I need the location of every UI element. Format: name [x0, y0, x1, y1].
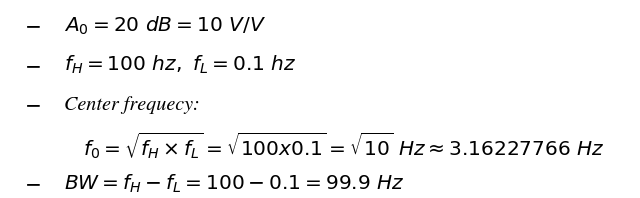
- Text: Center frequecy:: Center frequecy:: [64, 96, 200, 114]
- Text: $-$: $-$: [24, 56, 40, 75]
- Text: $-$: $-$: [24, 16, 40, 35]
- Text: $f_H = 100\ hz,\ f_L = 0.1\ hz$: $f_H = 100\ hz,\ f_L = 0.1\ hz$: [64, 54, 296, 76]
- Text: $BW = f_H - f_L = 100 - 0.1 = 99.9\ Hz$: $BW = f_H - f_L = 100 - 0.1 = 99.9\ Hz$: [64, 173, 404, 195]
- Text: $-$: $-$: [24, 95, 40, 114]
- Text: $A_0 = 20\ dB = 10\ V/V$: $A_0 = 20\ dB = 10\ V/V$: [64, 15, 266, 37]
- Text: $f_0 = \sqrt{f_H \times f_L} = \sqrt{100x0.1} = \sqrt{10}\ Hz \approx 3.16227766: $f_0 = \sqrt{f_H \times f_L} = \sqrt{100…: [83, 131, 605, 162]
- Text: $-$: $-$: [24, 175, 40, 194]
